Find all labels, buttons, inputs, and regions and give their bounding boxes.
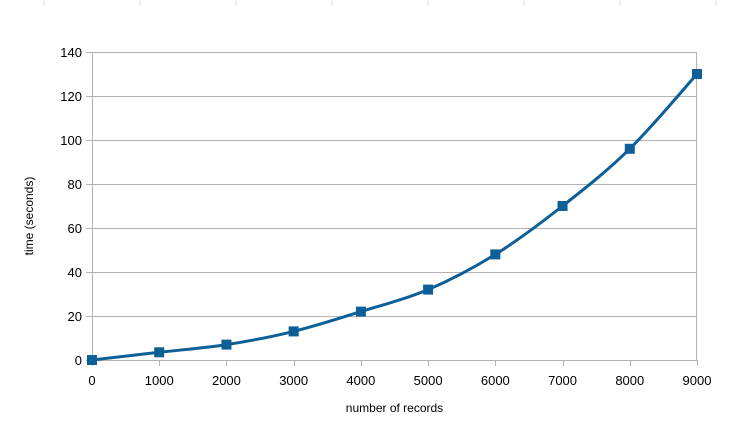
series-line — [91, 72, 699, 362]
data-point-marker — [154, 347, 165, 358]
x-tick-label: 6000 — [481, 373, 510, 388]
data-point-marker — [692, 69, 702, 79]
y-tick-label: 140 — [60, 45, 82, 60]
x-axis-title: number of records — [346, 401, 443, 415]
data-point-marker — [288, 326, 299, 337]
data-point-marker — [423, 284, 434, 295]
data-point-marker — [221, 339, 232, 350]
x-tick-label: 1000 — [145, 373, 174, 388]
x-tick-label: 0 — [88, 373, 95, 388]
x-tick-label: 8000 — [615, 373, 644, 388]
y-axis-title: time (seconds) — [22, 177, 36, 256]
y-tick-label: 60 — [68, 221, 82, 236]
y-tick-label: 80 — [68, 177, 82, 192]
x-tick-label: 9000 — [683, 373, 712, 388]
y-tick-label: 100 — [60, 133, 82, 148]
x-tick-label: 3000 — [279, 373, 308, 388]
data-point-marker — [87, 355, 97, 365]
x-tick-label: 4000 — [346, 373, 375, 388]
y-tick-label: 0 — [75, 353, 82, 368]
y-tick-label: 20 — [68, 309, 82, 324]
data-point-marker — [490, 249, 501, 260]
data-point-marker — [557, 201, 568, 211]
data-point-marker — [355, 306, 366, 317]
x-tick-label: 7000 — [548, 373, 577, 388]
x-tick-label: 2000 — [212, 373, 241, 388]
y-tick-label: 40 — [68, 265, 82, 280]
data-point-marker — [624, 143, 635, 154]
series-time — [87, 69, 702, 365]
y-tick-label: 120 — [60, 89, 82, 104]
axes — [86, 52, 697, 366]
x-tick-label: 5000 — [414, 373, 443, 388]
x-tick-labels: 0 1000 2000 3000 4000 5000 6000 7000 8000 9000 — [88, 360, 711, 388]
grid-lines — [92, 52, 697, 317]
top-border-ticks — [43, 0, 717, 5]
y-tick-labels: 0 20 40 60 80 100 120 140 — [60, 45, 92, 368]
